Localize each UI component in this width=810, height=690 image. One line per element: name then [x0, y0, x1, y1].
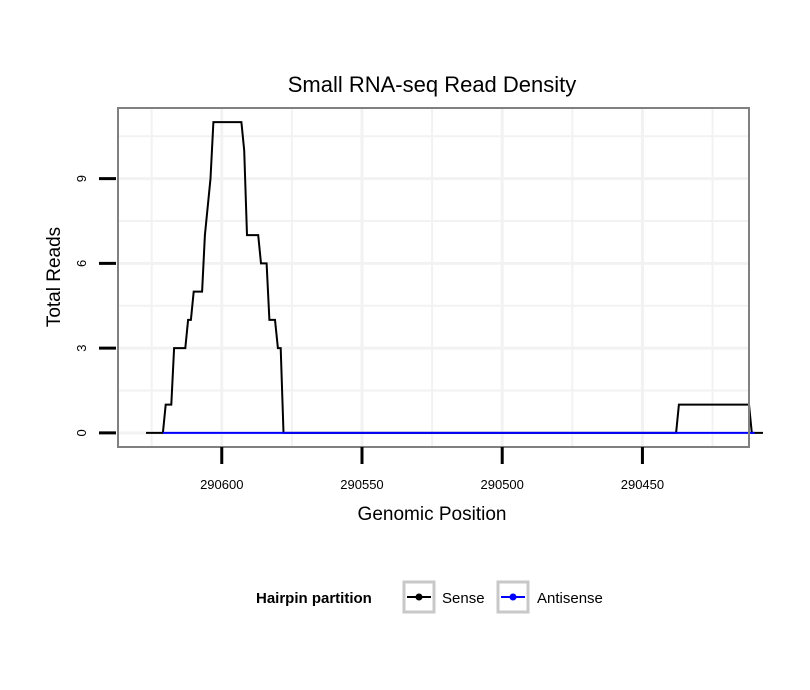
chart-title: Small RNA-seq Read Density: [288, 72, 577, 97]
y-axis-title: Total Reads: [44, 227, 65, 327]
y-tick-label: 6: [74, 260, 89, 267]
y-tick-label: 0: [74, 429, 89, 436]
legend-label-sense: Sense: [442, 590, 485, 607]
y-axis: 0 3 6 9: [74, 175, 116, 437]
plot-panel-border: [117, 107, 750, 448]
legend-dot-antisense: [509, 593, 517, 601]
x-tick-label: 290600: [200, 477, 243, 492]
x-tick-label: 290550: [340, 477, 383, 492]
x-axis-title: Genomic Position: [358, 504, 507, 525]
x-axis: 290600 290550 290500 290450: [200, 447, 664, 492]
legend: Hairpin partition Sense Antisense: [256, 580, 603, 614]
x-tick-label: 290500: [481, 477, 524, 492]
legend-title: Hairpin partition: [256, 590, 372, 607]
series-layer: [146, 121, 763, 434]
legend-label-antisense: Antisense: [537, 590, 603, 607]
x-tick-label: 290450: [621, 477, 664, 492]
y-tick-label: 3: [74, 344, 89, 351]
legend-dot-sense: [415, 593, 423, 601]
y-tick-label: 9: [74, 175, 89, 182]
